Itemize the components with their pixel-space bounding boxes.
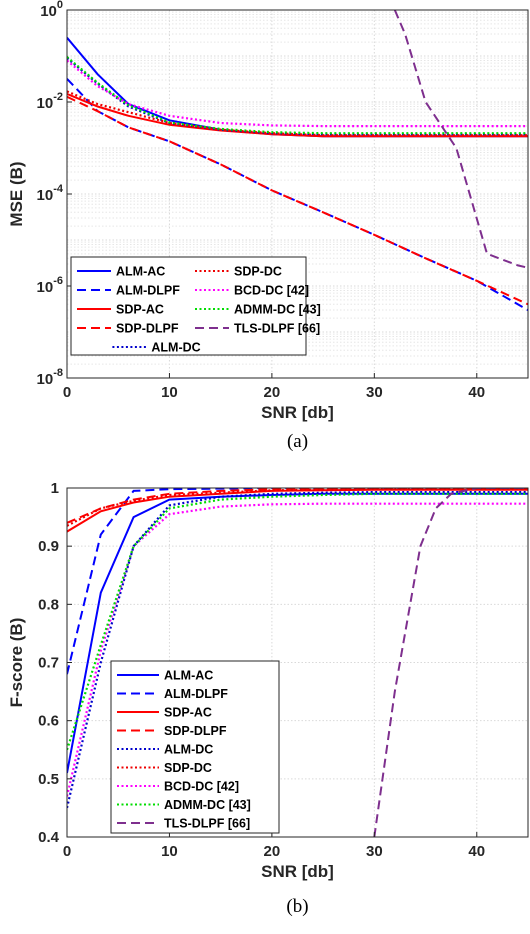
a-y-tick-label: 10-8 [37,367,63,388]
b-series-line-2 [67,488,528,533]
a-legend-box [70,256,307,356]
a-series-line-3 [67,95,528,306]
chart-b-legend: ALM-AC ALM-DLPF SDP-AC SDP-DLPF ALM-DC SDP-DC… [110,660,280,834]
a-x-tick-label: 0 [63,384,71,401]
chart-b-y-axis-label: F-score (B) [7,618,26,708]
a-series-line-7 [67,56,528,135]
a-legend-label: SDP-DC [234,265,282,279]
a-y-tick-label: 100 [40,0,63,20]
chart-b-series [67,488,528,837]
b-x-tick-label: 10 [161,843,178,860]
chart-a-y-axis-label: MSE (B) [7,161,26,226]
b-x-tick-label: 40 [468,843,485,860]
a-series-line-5 [67,90,528,137]
a-series-line-8 [393,10,528,269]
b-series-line-8 [373,488,528,837]
b-series-line-3 [67,488,528,524]
a-legend-label: ALM-AC [116,265,165,279]
b-legend-label: ALM-DLPF [164,687,228,701]
a-x-tick-label: 10 [161,384,178,401]
chart-a-caption: (a) [287,431,308,452]
b-legend-box [110,660,280,834]
b-legend-label: ADMM-DC [43] [164,798,251,812]
a-legend-label: ALM-DLPF [116,284,180,298]
b-y-tick-label: 0.4 [38,829,60,846]
b-series-line-4 [67,491,528,809]
chart-b-ticks: 0 10 20 30 40 0.4 0.5 0.6 0.7 0.8 0.9 1 [38,480,485,860]
a-series-line-0 [67,37,528,138]
chart-a-mse: 0 10 20 30 40 10-8 10-6 10-4 10-2 100 SNR [db] MS… [7,0,529,452]
a-y-tick-label: 10-6 [37,275,63,296]
chart-a-series [67,10,528,311]
b-legend-label: ALM-DC [164,743,213,757]
b-series-line-7 [67,492,528,751]
a-legend-label: SDP-AC [116,303,164,317]
a-x-tick-label: 30 [366,384,383,401]
b-y-tick-label: 1 [51,480,59,497]
b-legend-label: TLS-DLPF [66] [164,817,250,831]
b-legend-label: BCD-DC [42] [164,780,239,794]
b-y-tick-label: 0.5 [38,771,59,788]
a-legend-label: TLS-DLPF [66] [234,322,320,336]
b-legend-label: SDP-AC [164,706,212,720]
a-series-line-4 [67,57,528,136]
b-y-tick-label: 0.6 [38,713,59,730]
a-x-tick-label: 20 [264,384,281,401]
b-series-line-5 [67,488,528,527]
chart-a-ticks: 0 10 20 30 40 10-8 10-6 10-4 10-2 100 [37,0,486,401]
a-legend-label: ADMM-DC [43] [234,303,321,317]
a-series-line-6 [67,59,528,128]
a-y-tick-label: 10-2 [37,91,63,112]
a-x-tick-label: 40 [468,384,485,401]
chart-b-x-axis-label: SNR [db] [261,862,334,881]
b-series-line-6 [67,502,528,797]
b-y-tick-label: 0.9 [38,538,59,555]
b-x-tick-label: 30 [366,843,383,860]
a-legend-label: SDP-DLPF [116,322,179,336]
a-legend-label: ALM-DC [151,341,200,355]
b-legend-label: SDP-DC [164,761,212,775]
b-y-tick-label: 0.8 [38,596,59,613]
a-legend-label: BCD-DC [42] [234,284,309,298]
b-x-tick-label: 0 [63,843,71,860]
chart-a-x-axis-label: SNR [db] [261,403,334,422]
chart-b-fscore: 0 10 20 30 40 0.4 0.5 0.6 0.7 0.8 0.9 1 SNR [db] F-… [7,480,529,917]
chart-b-caption: (b) [286,896,308,917]
b-x-tick-label: 20 [264,843,281,860]
b-legend-label: ALM-AC [164,669,213,683]
a-y-tick-label: 10-4 [37,183,64,204]
b-y-tick-label: 0.7 [38,655,59,672]
chart-a-legend: ALM-AC ALM-DLPF SDP-AC SDP-DLPF ALM-DC SDP-DC… [70,256,321,356]
b-legend-label: SDP-DLPF [164,724,227,738]
